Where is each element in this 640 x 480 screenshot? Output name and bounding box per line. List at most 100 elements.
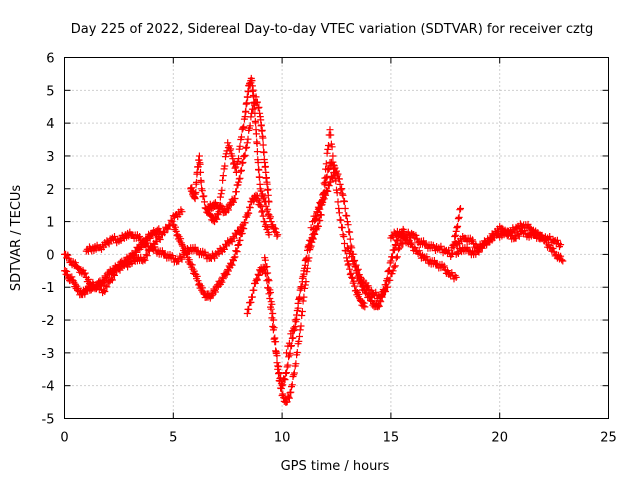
data-point-interp	[440, 262, 448, 270]
y-tick-label: 4	[46, 117, 54, 132]
data-point-interp	[193, 272, 201, 280]
data-point-interp	[198, 284, 206, 292]
data-point-interp	[333, 167, 340, 175]
data-point-interp	[307, 224, 315, 232]
series-arc-morning-rise	[187, 74, 282, 240]
data-point-interp	[259, 134, 267, 142]
data-point-interp	[295, 337, 303, 345]
data-point-interp	[259, 212, 267, 220]
data-point-interp	[168, 252, 176, 260]
data-point	[387, 257, 395, 265]
series-arc-evening-2	[452, 223, 565, 259]
data-point-interp	[172, 223, 179, 231]
data-point-interp	[430, 257, 438, 264]
data-point-interp	[194, 277, 202, 285]
data-point-interp	[272, 348, 280, 356]
data-point-interp	[253, 99, 261, 107]
data-point-interp	[103, 283, 111, 291]
data-point-interp	[234, 241, 242, 249]
data-point-interp	[303, 255, 311, 263]
data-point	[195, 152, 203, 160]
data-point-interp	[272, 225, 280, 233]
data-point-interp	[136, 233, 144, 240]
data-point-interp	[340, 233, 348, 240]
data-point-interp	[288, 381, 296, 389]
data-point	[219, 172, 227, 180]
data-point-interp	[268, 300, 276, 308]
data-point-interp	[166, 222, 174, 230]
data-point-interp	[167, 216, 175, 224]
data-point-interp	[454, 215, 462, 223]
data-point-interp	[483, 241, 491, 249]
data-point	[389, 267, 397, 275]
data-point-interp	[304, 243, 312, 250]
data-point-interp	[89, 278, 97, 286]
data-point	[457, 205, 464, 212]
data-point-interp	[341, 240, 348, 247]
data-point	[317, 211, 325, 219]
data-point-interp	[242, 144, 250, 152]
data-point-interp	[242, 107, 250, 115]
data-point-interp	[102, 282, 110, 290]
data-point-interp	[257, 187, 265, 195]
data-point-interp	[346, 235, 354, 243]
data-point	[322, 178, 330, 186]
data-point-interp	[398, 229, 406, 237]
data-point-interp	[348, 253, 356, 261]
data-point-interp	[352, 261, 360, 269]
y-tick-label: 6	[46, 52, 54, 67]
data-point-interp	[244, 93, 252, 101]
data-point-interp	[160, 228, 167, 236]
data-point-interp	[259, 190, 266, 198]
data-point-interp	[224, 267, 232, 275]
data-point-interp	[254, 270, 262, 278]
data-point-interp	[216, 201, 224, 209]
plot-area-frame	[64, 57, 609, 419]
data-point	[100, 287, 108, 294]
data-point-interp	[272, 338, 280, 346]
data-point-interp	[306, 236, 314, 244]
data-point-interp	[238, 133, 245, 141]
data-point	[291, 316, 299, 324]
data-point-interp	[264, 276, 272, 283]
data-point-interp	[259, 141, 267, 149]
data-point-interp	[318, 199, 326, 207]
data-point-interp	[351, 282, 359, 290]
data-point-interp	[240, 152, 248, 160]
data-point-interp	[227, 145, 235, 153]
data-point-interp	[320, 195, 328, 203]
data-point-interp	[343, 254, 351, 262]
data-point-interp	[456, 206, 464, 214]
data-point-interp	[228, 261, 236, 269]
data-point-interp	[257, 121, 265, 129]
data-point-interp	[324, 187, 332, 195]
data-point-interp	[226, 147, 234, 155]
data-point-interp	[101, 288, 109, 295]
data-point-interp	[161, 229, 169, 237]
data-point-interp	[297, 283, 305, 291]
data-point-interp	[190, 267, 198, 275]
data-point-interp	[341, 205, 349, 212]
data-point-interp	[329, 158, 337, 166]
data-point-interp	[262, 202, 270, 210]
series-arc-afternoon-2	[387, 227, 460, 283]
data-point	[396, 244, 404, 252]
y-tick-label: 3	[46, 150, 54, 165]
data-point	[254, 159, 262, 166]
x-tick-label: 0	[60, 431, 68, 446]
data-point-interp	[231, 164, 239, 172]
data-point-interp	[257, 116, 265, 124]
data-point-interp	[231, 253, 239, 261]
data-point-interp	[213, 215, 221, 223]
data-point-interp	[375, 301, 383, 309]
data-point-interp	[177, 239, 185, 247]
data-point-interp	[382, 288, 389, 295]
data-point	[269, 316, 277, 324]
data-point-interp	[236, 174, 244, 182]
data-point-interp	[269, 310, 277, 317]
data-point-interp	[253, 98, 261, 106]
series-arc-morning-dip	[169, 191, 273, 302]
data-point-interp	[253, 276, 261, 284]
data-point-interp	[360, 299, 368, 307]
data-point	[265, 231, 273, 239]
